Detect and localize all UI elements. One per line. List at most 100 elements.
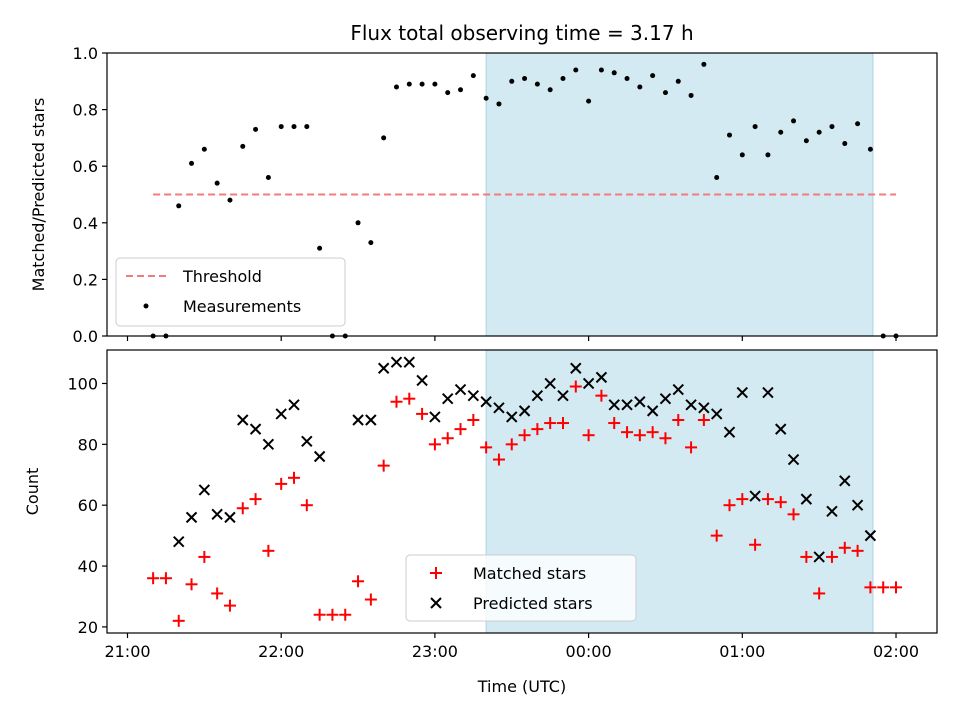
predicted-star-point bbox=[377, 362, 390, 374]
predicted-star-point bbox=[634, 396, 646, 408]
matched-star-point bbox=[236, 502, 249, 515]
measurement-point bbox=[227, 197, 233, 203]
measurement-point bbox=[855, 121, 861, 127]
x-tick-label: 22:00 bbox=[258, 642, 304, 661]
measurement-point bbox=[739, 152, 745, 158]
y-tick-label: 0.0 bbox=[73, 327, 98, 346]
matched-star-point bbox=[877, 581, 890, 594]
top-legend-box bbox=[115, 257, 346, 327]
predicted-star-point bbox=[672, 383, 684, 396]
measurement-point bbox=[701, 61, 707, 67]
matched-star-point bbox=[864, 581, 877, 594]
predicted-star-point bbox=[262, 438, 275, 451]
predicted-star-point bbox=[211, 508, 223, 521]
predicted-star-point bbox=[429, 411, 441, 423]
x-tick-label: 00:00 bbox=[566, 642, 612, 661]
measurement-point bbox=[496, 101, 502, 107]
legend-measurements-label: Measurements bbox=[183, 297, 301, 316]
measurement-point bbox=[278, 124, 284, 130]
matched-star-point bbox=[787, 508, 800, 521]
matched-star-point bbox=[800, 550, 813, 563]
bottom-y-axis-label: Count bbox=[23, 468, 42, 516]
measurement-point bbox=[176, 203, 182, 209]
top-legend: Threshold Measurements bbox=[115, 257, 346, 327]
bottom-x-ticks: 21:00 22:00 23:00 00:00 01:00 02:00 bbox=[104, 633, 919, 661]
chart-title: Flux total observing time = 3.17 h bbox=[350, 21, 693, 45]
matched-star-point bbox=[697, 413, 710, 426]
predicted-star-point bbox=[390, 356, 403, 368]
matched-star-point bbox=[621, 426, 634, 439]
star-count-points bbox=[147, 356, 903, 627]
matched-star-point bbox=[288, 471, 301, 484]
measurement-point bbox=[214, 180, 220, 186]
legend-predicted-swatch bbox=[430, 597, 442, 609]
matched-star-point bbox=[825, 550, 838, 563]
measurement-point bbox=[778, 129, 784, 135]
measurement-point bbox=[598, 67, 604, 73]
predicted-star-point bbox=[851, 499, 864, 511]
measurement-point bbox=[368, 240, 374, 246]
measurement-point bbox=[842, 141, 848, 147]
measurement-point bbox=[573, 67, 579, 73]
measurement-point bbox=[483, 95, 489, 101]
matched-star-point bbox=[582, 429, 595, 442]
matched-star-point bbox=[441, 432, 454, 445]
matched-star-point bbox=[838, 541, 851, 554]
x-tick-label: 23:00 bbox=[412, 642, 458, 661]
matched-star-point bbox=[467, 413, 480, 426]
top-x-ticks bbox=[126, 336, 897, 341]
predicted-star-point bbox=[570, 362, 582, 374]
matched-star-point bbox=[300, 499, 313, 512]
matched-star-point bbox=[813, 587, 826, 600]
matched-star-point bbox=[223, 599, 236, 612]
predicted-star-point bbox=[800, 493, 813, 505]
predicted-star-point bbox=[493, 402, 505, 414]
measurement-point bbox=[406, 81, 412, 87]
matched-star-point bbox=[326, 608, 339, 621]
predicted-star-point bbox=[608, 399, 620, 411]
predicted-star-point bbox=[787, 453, 800, 466]
predicted-star-point bbox=[442, 392, 454, 405]
predicted-star-point bbox=[275, 408, 287, 420]
predicted-star-point bbox=[710, 408, 723, 420]
predicted-star-point bbox=[749, 490, 761, 502]
measurement-point bbox=[265, 175, 271, 181]
measurement-point bbox=[867, 146, 873, 152]
bottom-axes-frame bbox=[106, 349, 938, 634]
measurement-point bbox=[611, 70, 617, 76]
measurement-point bbox=[586, 98, 592, 104]
measurement-points bbox=[150, 61, 899, 339]
legend-matched-label: Matched stars bbox=[473, 564, 586, 583]
predicted-star-point bbox=[659, 392, 672, 405]
measurement-point bbox=[803, 138, 809, 144]
y-tick-label: 20 bbox=[78, 618, 98, 637]
matched-star-point bbox=[646, 426, 659, 439]
measurement-point bbox=[291, 124, 297, 130]
matched-star-point bbox=[672, 413, 685, 426]
bottom-y-ticks: 20 40 60 80 100 bbox=[67, 374, 107, 637]
legend-predicted-label: Predicted stars bbox=[473, 594, 593, 613]
predicted-star-point bbox=[416, 374, 428, 387]
y-tick-label: 1.0 bbox=[73, 44, 98, 63]
measurement-point bbox=[445, 90, 451, 96]
predicted-star-point bbox=[826, 505, 838, 517]
matched-star-point bbox=[390, 395, 403, 408]
predicted-star-point bbox=[813, 551, 825, 563]
matched-star-point bbox=[749, 538, 762, 551]
top-y-ticks: 0.0 0.2 0.4 0.6 0.8 1.0 bbox=[73, 44, 107, 346]
predicted-star-point bbox=[237, 414, 249, 426]
predicted-star-point bbox=[173, 536, 185, 548]
matched-star-point bbox=[608, 417, 621, 430]
matched-star-point bbox=[428, 438, 441, 451]
bottom-panel: 20 40 60 80 100 21:00 22:00 23:00 00:00 01:00 02:… bbox=[23, 349, 938, 696]
measurement-point bbox=[381, 135, 387, 141]
measurement-point bbox=[816, 129, 822, 135]
x-tick-label: 02:00 bbox=[873, 642, 919, 661]
legend-measurements-swatch bbox=[143, 303, 149, 309]
measurement-point bbox=[752, 124, 758, 130]
measurement-point bbox=[201, 146, 207, 152]
y-tick-label: 0.4 bbox=[73, 214, 98, 233]
y-tick-label: 0.8 bbox=[73, 101, 98, 120]
measurement-point bbox=[393, 84, 399, 90]
matched-star-point bbox=[352, 575, 365, 588]
